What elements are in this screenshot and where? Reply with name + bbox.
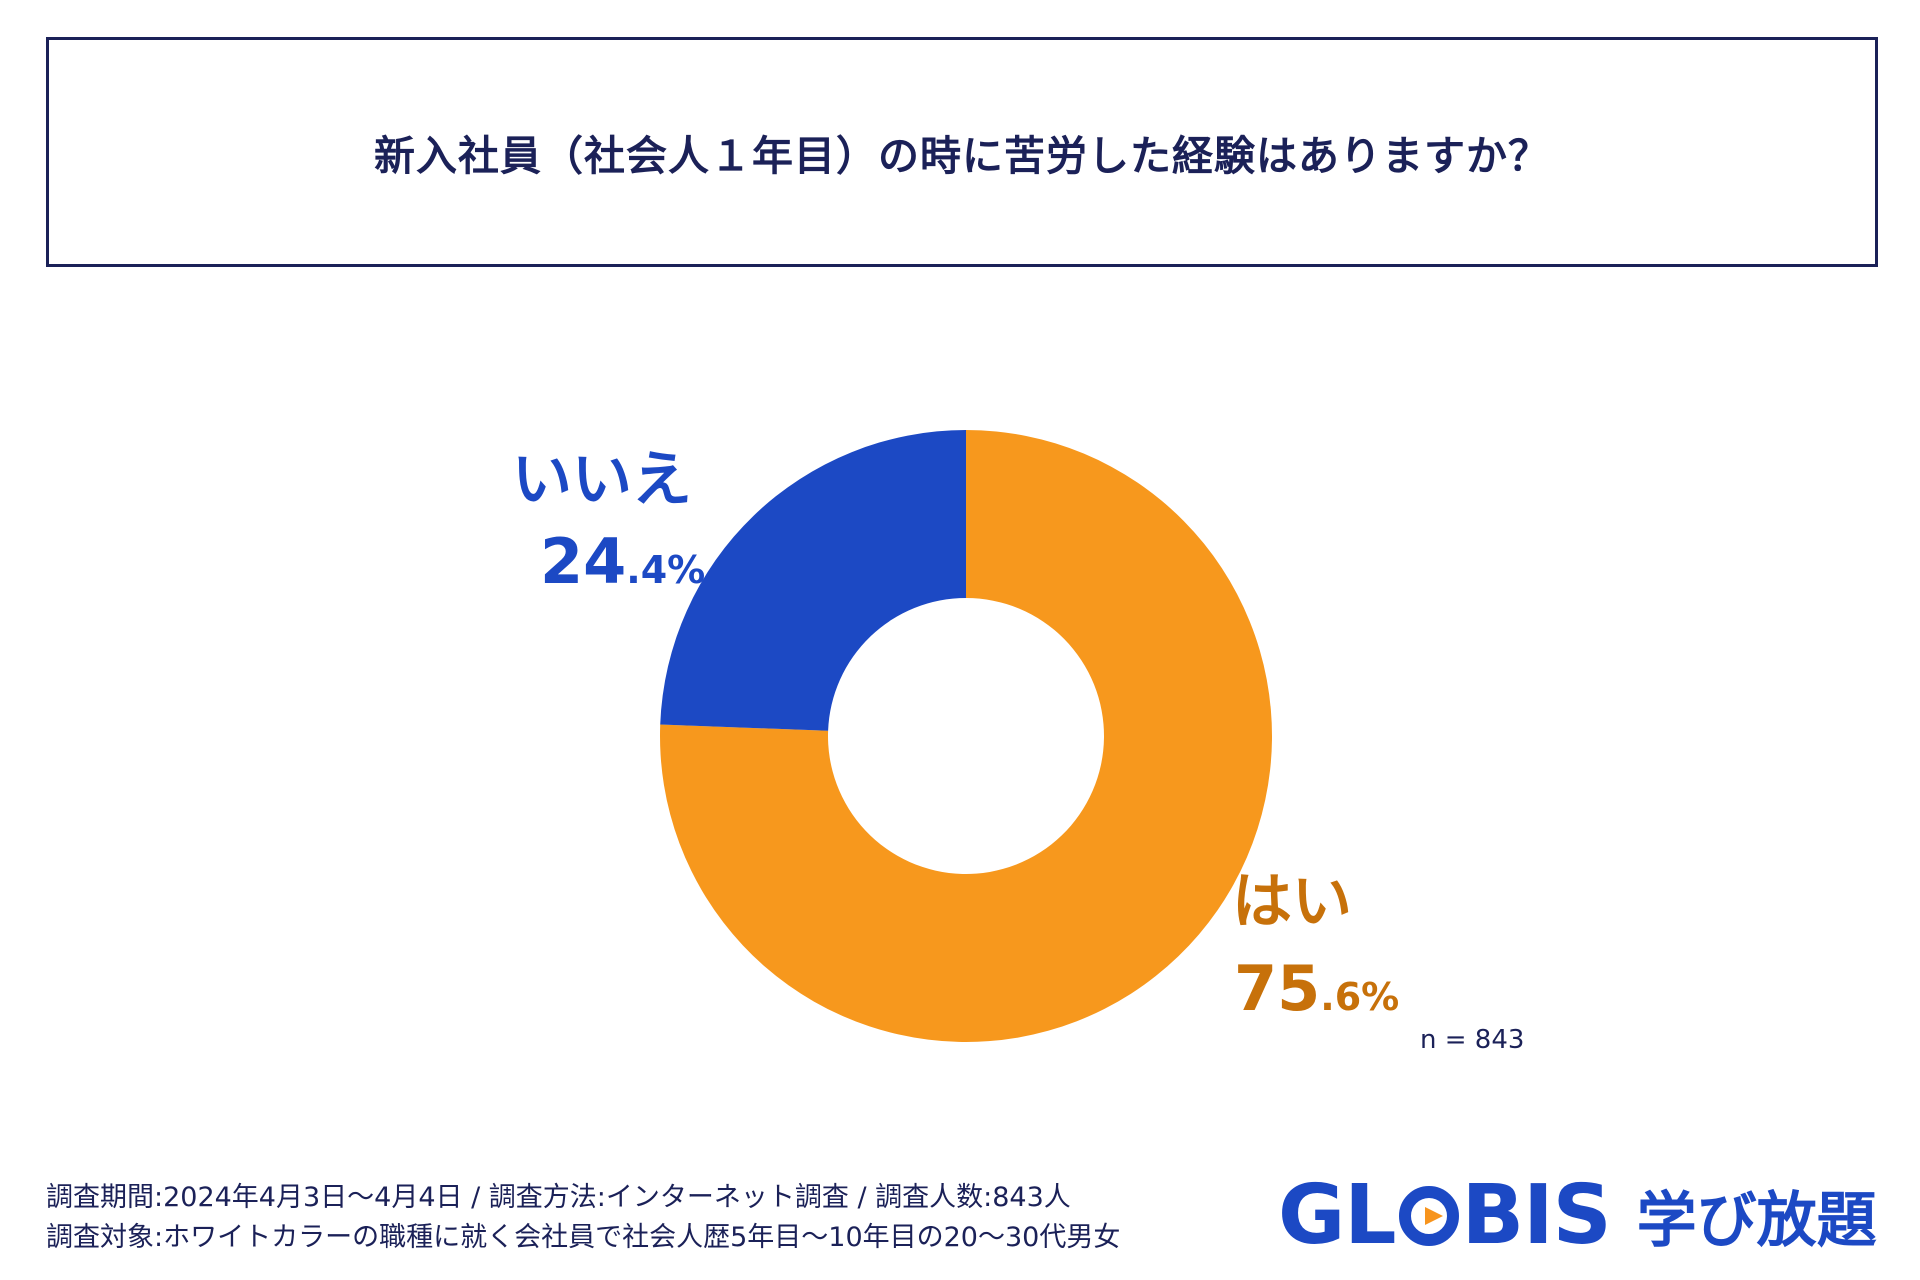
donut-slice-no [660,430,966,731]
label-no-value: 24.4% [540,525,705,598]
label-no-name: いいえ [512,445,692,515]
label-no-int: 24 [540,525,626,598]
logo-play-icon [1398,1186,1459,1246]
footnote-line-1: 調査期間:2024年4月3日〜4月4日 / 調査方法:インターネット調査 / 調… [46,1182,1071,1213]
globis-logo: GL BIS 学び放題 [1278,1167,1877,1263]
sample-size-label: n = 843 [1420,1025,1524,1055]
donut-slice-yes [660,430,1272,1042]
logo-word-pre: GL [1278,1167,1397,1263]
chart-title: 新入社員（社会人１年目）の時に苦労した経験はありますか？ [374,132,1550,180]
title-box: 新入社員（社会人１年目）の時に苦労した経験はありますか？ [46,37,1878,267]
survey-footnote: 調査期間:2024年4月3日〜4月4日 / 調査方法:インターネット調査 / 調… [46,1178,1120,1258]
logo-wordmark: GL BIS [1278,1167,1612,1263]
logo-subtitle: 学び放題 [1636,1185,1877,1256]
label-no-frac: .4% [626,548,705,592]
label-yes-int: 75 [1234,952,1320,1025]
logo-word-post: BIS [1461,1167,1612,1263]
label-yes-value: 75.6% [1234,952,1399,1025]
label-yes-name: はい [1232,867,1352,937]
label-yes-frac: .6% [1320,975,1399,1019]
footnote-line-2: 調査対象:ホワイトカラーの職種に就く会社員で社会人歴5年目〜10年目の20〜30… [46,1222,1121,1253]
